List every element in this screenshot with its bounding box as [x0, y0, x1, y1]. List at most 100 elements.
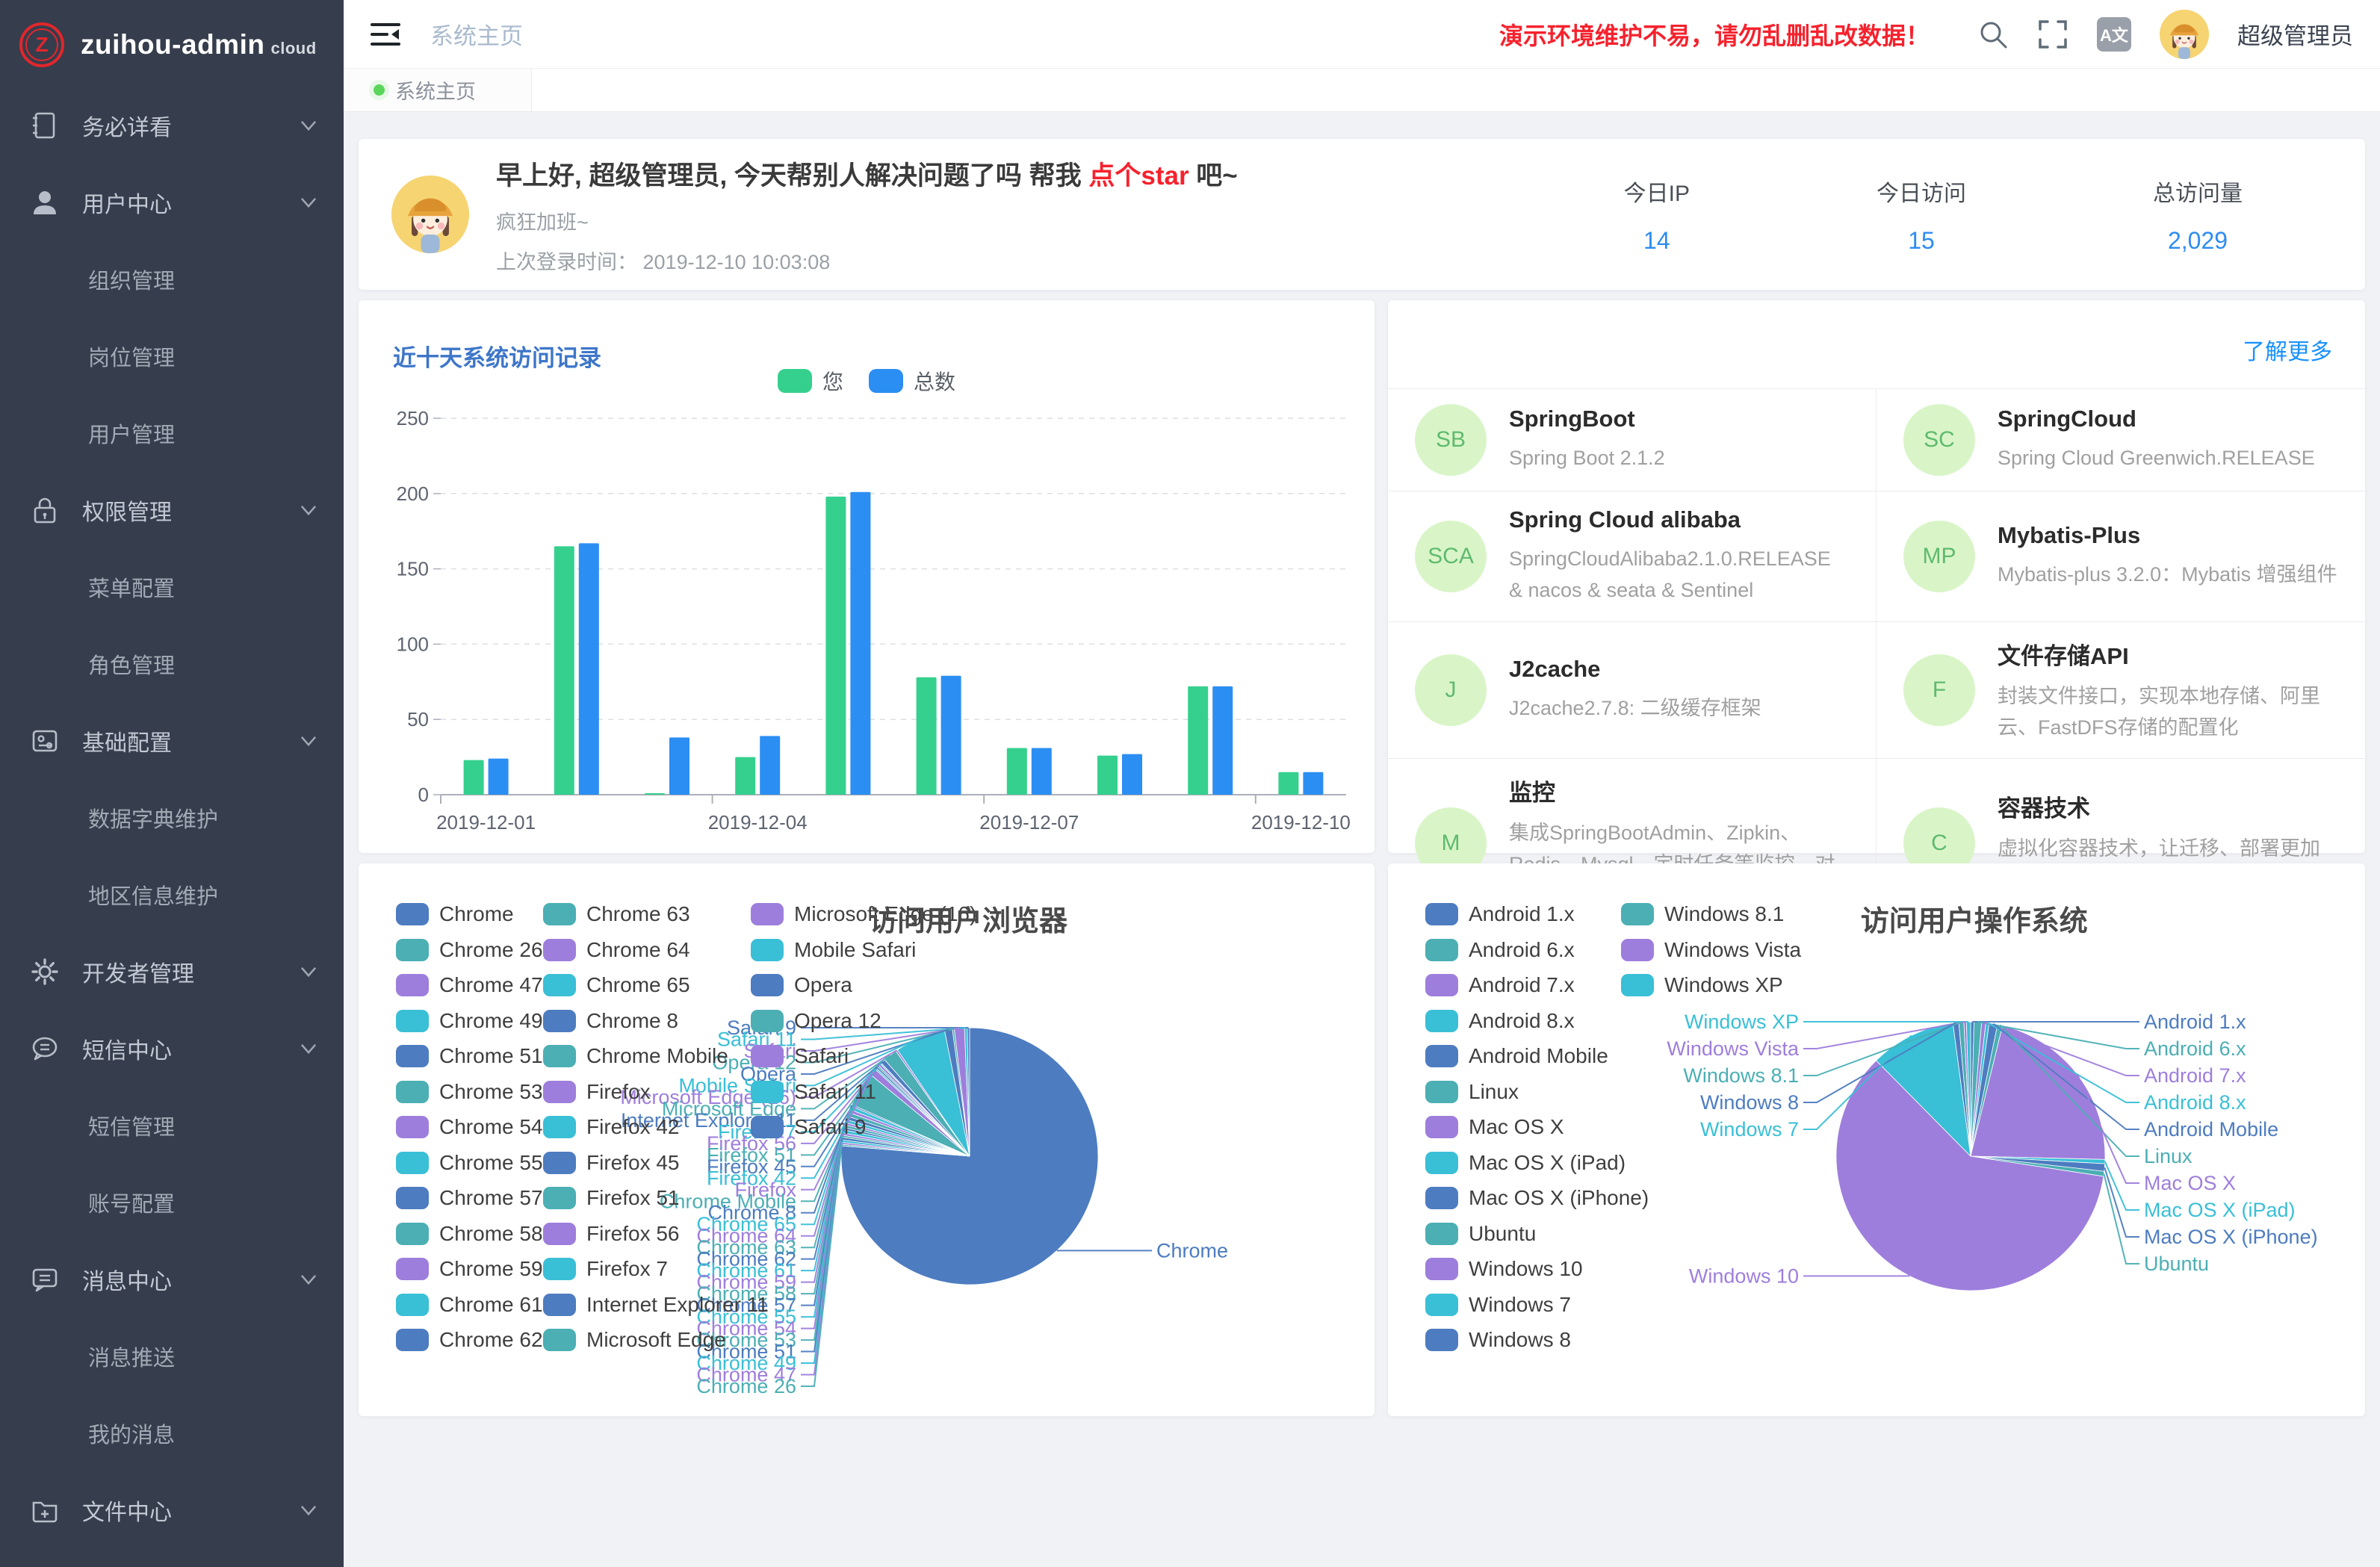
project-item-Mybatis-Plus[interactable]: MPMybatis-PlusMybatis-plus 3.2.0：Mybatis… — [1877, 491, 2365, 622]
bar-您-2019-12-06[interactable] — [917, 677, 937, 795]
legend-item-Windows 10[interactable]: Windows 10 — [1425, 1257, 1583, 1281]
legend-item-Firefox 42[interactable]: Firefox 42 — [543, 1115, 680, 1139]
bar-总数-2019-12-04[interactable] — [760, 736, 780, 795]
bar-您-2019-12-05[interactable] — [825, 497, 846, 795]
legend-item-Windows 8[interactable]: Windows 8 — [1425, 1328, 1571, 1352]
legend-item-Android 6.x[interactable]: Android 6.x — [1425, 938, 1575, 962]
legend-item-Chrome 49[interactable]: Chrome 49 — [396, 1009, 543, 1033]
bar-总数-2019-12-10[interactable] — [1303, 772, 1323, 795]
star-link[interactable]: 点个star — [1088, 161, 1189, 190]
bar-您-2019-12-03[interactable] — [645, 793, 665, 795]
legend-item-Firefox 56[interactable]: Firefox 56 — [543, 1222, 680, 1246]
bar-您-2019-12-01[interactable] — [464, 760, 484, 795]
sidebar-item-务必详看[interactable]: 务必详看 — [0, 87, 344, 164]
sidebar-item-开发者管理[interactable]: 开发者管理 — [0, 933, 344, 1010]
legend-item-Windows 7[interactable]: Windows 7 — [1425, 1293, 1571, 1317]
bar-您-2019-12-08[interactable] — [1097, 756, 1118, 795]
bar-总数-2019-12-07[interactable] — [1032, 748, 1052, 795]
bar-您-2019-12-09[interactable] — [1188, 686, 1208, 795]
sidebar-subitem-地区信息维护[interactable]: 地区信息维护 — [0, 856, 344, 933]
brand-logo[interactable]: Z zuihou-admincloud — [0, 0, 344, 87]
bar-总数-2019-12-01[interactable] — [489, 759, 509, 795]
legend-item-Chrome 64[interactable]: Chrome 64 — [543, 938, 690, 962]
sidebar-subitem-组织管理[interactable]: 组织管理 — [0, 241, 344, 317]
legend-item-Safari[interactable]: Safari — [751, 1044, 849, 1068]
sidebar-subitem-数据字典维护[interactable]: 数据字典维护 — [0, 779, 344, 856]
bar-总数-2019-12-06[interactable] — [941, 676, 961, 795]
sidebar-item-文件中心[interactable]: 文件中心 — [0, 1471, 344, 1548]
legend-item-Chrome 51[interactable]: Chrome 51 — [396, 1044, 543, 1068]
legend-item-Android 7.x[interactable]: Android 7.x — [1425, 973, 1575, 997]
legend-item-Opera[interactable]: Opera — [751, 973, 852, 997]
bar-您-2019-12-02[interactable] — [554, 546, 574, 795]
bar-总数-2019-12-09[interactable] — [1212, 686, 1233, 795]
legend-item-Chrome 61[interactable]: Chrome 61 — [396, 1293, 543, 1317]
sidebar-subitem-菜单配置[interactable]: 菜单配置 — [0, 548, 344, 625]
search-icon[interactable] — [1977, 19, 2009, 50]
legend-item-Mac OS X[interactable]: Mac OS X — [1425, 1115, 1564, 1139]
project-item-J2cache[interactable]: JJ2cacheJ2cache2.7.8: 二级缓存框架 — [1388, 622, 1877, 760]
legend-item-Android 8.x[interactable]: Android 8.x — [1425, 1009, 1575, 1033]
legend-item-Chrome[interactable]: Chrome — [396, 902, 514, 926]
legend-item-Chrome 55[interactable]: Chrome 55 — [396, 1151, 543, 1175]
bar-您-2019-12-04[interactable] — [735, 757, 755, 795]
bar-您-2019-12-07[interactable] — [1007, 748, 1027, 795]
legend-item-Chrome 26[interactable]: Chrome 26 — [396, 938, 543, 962]
sidebar-subitem-角色管理[interactable]: 角色管理 — [0, 625, 344, 702]
project-item-SpringCloud[interactable]: SCSpringCloudSpring Cloud Greenwich.RELE… — [1877, 389, 2365, 491]
legend-item-Chrome 58[interactable]: Chrome 58 — [396, 1222, 543, 1246]
sidebar-subitem-我的消息[interactable]: 我的消息 — [0, 1394, 344, 1471]
legend-item-Firefox[interactable]: Firefox — [543, 1080, 651, 1104]
bar-总数-2019-12-08[interactable] — [1122, 754, 1142, 795]
legend-item-Firefox 51[interactable]: Firefox 51 — [543, 1186, 680, 1210]
sidebar-subitem-用户管理[interactable]: 用户管理 — [0, 394, 344, 471]
bar-总数-2019-12-02[interactable] — [579, 543, 599, 795]
tab-system-home[interactable]: 系统主页 — [344, 69, 532, 111]
legend-item-Internet Explorer 11[interactable]: Internet Explorer 11 — [543, 1293, 769, 1317]
legend-item-Mac OS X (iPad)[interactable]: Mac OS X (iPad) — [1425, 1151, 1626, 1175]
sidebar-subitem-消息推送[interactable]: 消息推送 — [0, 1318, 344, 1394]
legend-item-Chrome 57[interactable]: Chrome 57 — [396, 1186, 543, 1210]
sidebar-subitem-短信管理[interactable]: 短信管理 — [0, 1087, 344, 1164]
legend-item-Windows Vista[interactable]: Windows Vista — [1621, 938, 1801, 962]
fullscreen-icon[interactable] — [2037, 19, 2068, 50]
legend-item-Chrome 65[interactable]: Chrome 65 — [543, 973, 690, 997]
legend-item-Chrome 54[interactable]: Chrome 54 — [396, 1115, 543, 1139]
legend-item-Windows XP[interactable]: Windows XP — [1621, 973, 1783, 997]
project-item-文件存储API[interactable]: F文件存储API封装文件接口，实现本地存储、阿里云、FastDFS存储的配置化 — [1877, 622, 2365, 760]
sidebar-subitem-账号配置[interactable]: 账号配置 — [0, 1164, 344, 1241]
learn-more-link[interactable]: 了解更多 — [2243, 333, 2332, 366]
project-item-Spring Cloud alibaba[interactable]: SCASpring Cloud alibabaSpringCloudAlibab… — [1388, 491, 1877, 622]
legend-item-Safari 11[interactable]: Safari 11 — [751, 1080, 876, 1104]
legend-item-Chrome 62[interactable]: Chrome 62 — [396, 1328, 543, 1352]
sidebar-item-消息中心[interactable]: 消息中心 — [0, 1241, 344, 1318]
legend-item-Mac OS X (iPhone)[interactable]: Mac OS X (iPhone) — [1425, 1186, 1649, 1210]
legend-item-Firefox 7[interactable]: Firefox 7 — [543, 1257, 668, 1281]
legend-item-Chrome 53[interactable]: Chrome 53 — [396, 1080, 543, 1104]
sidebar-subitem-岗位管理[interactable]: 岗位管理 — [0, 317, 344, 394]
user-name[interactable]: 超级管理员 — [2237, 17, 2353, 51]
legend-item-Mobile Safari[interactable]: Mobile Safari — [751, 938, 916, 962]
legend-item-Linux[interactable]: Linux — [1425, 1080, 1519, 1104]
project-item-SpringBoot[interactable]: SBSpringBootSpring Boot 2.1.2 — [1388, 389, 1877, 491]
sidebar-item-基础配置[interactable]: 基础配置 — [0, 702, 344, 779]
menu-fold-icon[interactable] — [371, 22, 400, 47]
legend-item-Chrome 63[interactable]: Chrome 63 — [543, 902, 690, 926]
legend-item-Chrome 8[interactable]: Chrome 8 — [543, 1009, 678, 1033]
legend-item-Safari 9[interactable]: Safari 9 — [751, 1115, 867, 1139]
sidebar-item-用户中心[interactable]: 用户中心 — [0, 164, 344, 241]
legend-item-Windows 8.1[interactable]: Windows 8.1 — [1621, 902, 1784, 926]
legend-item-Ubuntu[interactable]: Ubuntu — [1425, 1222, 1536, 1246]
translate-icon[interactable]: A文 — [2097, 17, 2131, 52]
sidebar-item-权限管理[interactable]: 权限管理 — [0, 471, 344, 548]
legend-item-Chrome Mobile[interactable]: Chrome Mobile — [543, 1044, 728, 1068]
legend-item-Chrome 47[interactable]: Chrome 47 — [396, 973, 543, 997]
bar-您-2019-12-10[interactable] — [1278, 772, 1298, 795]
legend-item-Android 1.x[interactable]: Android 1.x — [1425, 902, 1575, 926]
bar-总数-2019-12-03[interactable] — [669, 737, 689, 795]
legend-item-Microsoft Edge[interactable]: Microsoft Edge — [543, 1328, 726, 1352]
bar-总数-2019-12-05[interactable] — [850, 492, 870, 795]
breadcrumb[interactable]: 系统主页 — [430, 17, 523, 51]
legend-item-Firefox 45[interactable]: Firefox 45 — [543, 1151, 680, 1175]
legend-item-Android Mobile[interactable]: Android Mobile — [1425, 1044, 1608, 1068]
